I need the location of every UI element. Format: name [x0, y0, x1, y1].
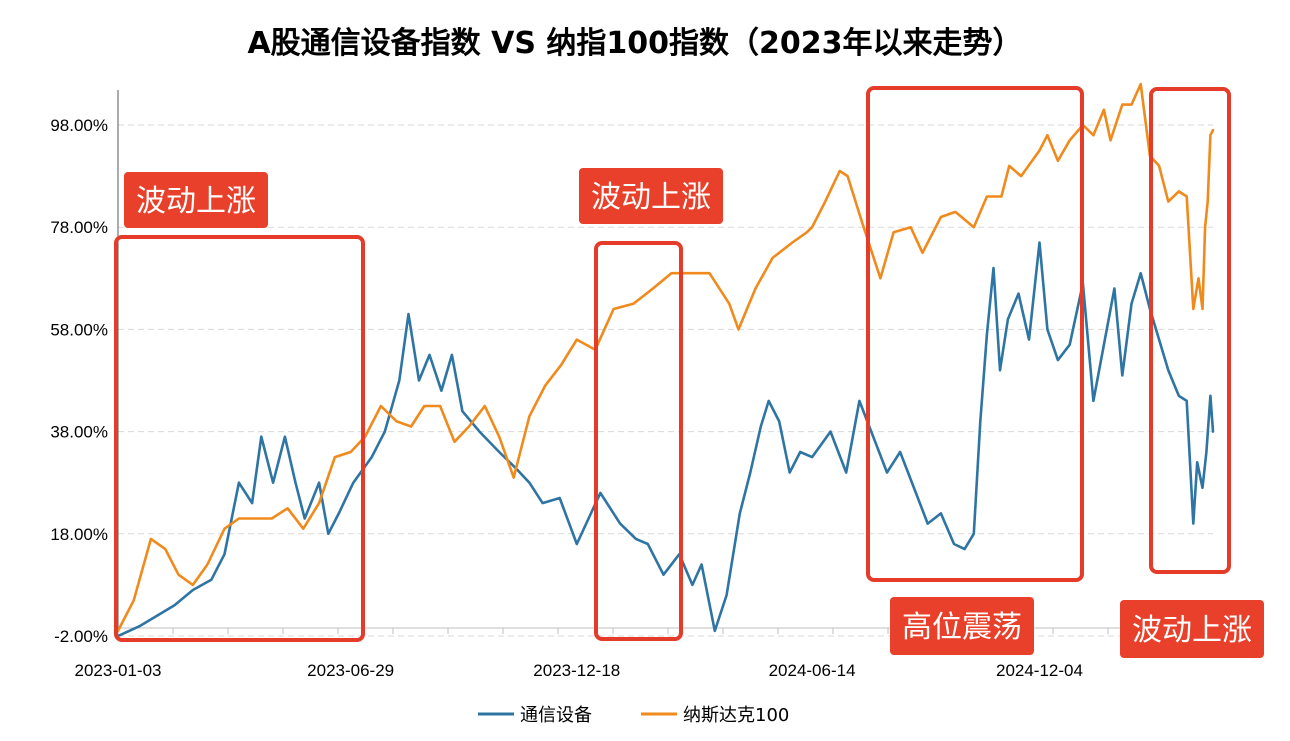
y-tick-label: 78.00% [50, 218, 108, 237]
chart-title: A股通信设备指数 VS 纳指100指数（2023年以来走势） [247, 26, 1023, 61]
series-lines [116, 82, 1215, 638]
x-tick-label: 2024-06-14 [769, 661, 856, 680]
callout-label: 波动上涨 [591, 180, 711, 215]
legend-label: 通信设备 [520, 705, 592, 726]
tick-labels: -2.00% 18.00% 38.00% 58.00% 78.00% 98.00% 2023… [50, 116, 1083, 680]
highlight-frame [114, 235, 365, 642]
series-line-1 [116, 241, 1215, 638]
callout-label-box [124, 172, 268, 228]
x-tick-label: 2023-12-18 [533, 661, 620, 680]
legend-label: 纳斯达克100 [683, 705, 789, 726]
legend: 通信设备 纳斯达克100 [478, 705, 789, 726]
highlight-frame [594, 241, 683, 641]
callout-label-box [1120, 600, 1264, 658]
callout-label-box [890, 597, 1034, 655]
x-tick-label: 2023-01-03 [75, 661, 162, 680]
callout-label-box [579, 168, 723, 224]
callout-label: 波动上涨 [136, 184, 256, 219]
x-tick-label: 2024-12-04 [996, 661, 1083, 680]
highlight-frame [866, 86, 1084, 582]
series-line-2 [116, 82, 1215, 633]
y-tick-label: -2.00% [54, 627, 108, 646]
callout-label: 高位震荡 [902, 610, 1022, 645]
y-tick-label: 18.00% [50, 525, 108, 544]
y-tick-label: 98.00% [50, 116, 108, 135]
x-tick-label: 2023-06-29 [307, 661, 394, 680]
callout-label: 波动上涨 [1132, 613, 1252, 648]
y-tick-label: 38.00% [50, 423, 108, 442]
y-tick-label: 58.00% [50, 320, 108, 339]
highlight-frame [1149, 87, 1231, 574]
